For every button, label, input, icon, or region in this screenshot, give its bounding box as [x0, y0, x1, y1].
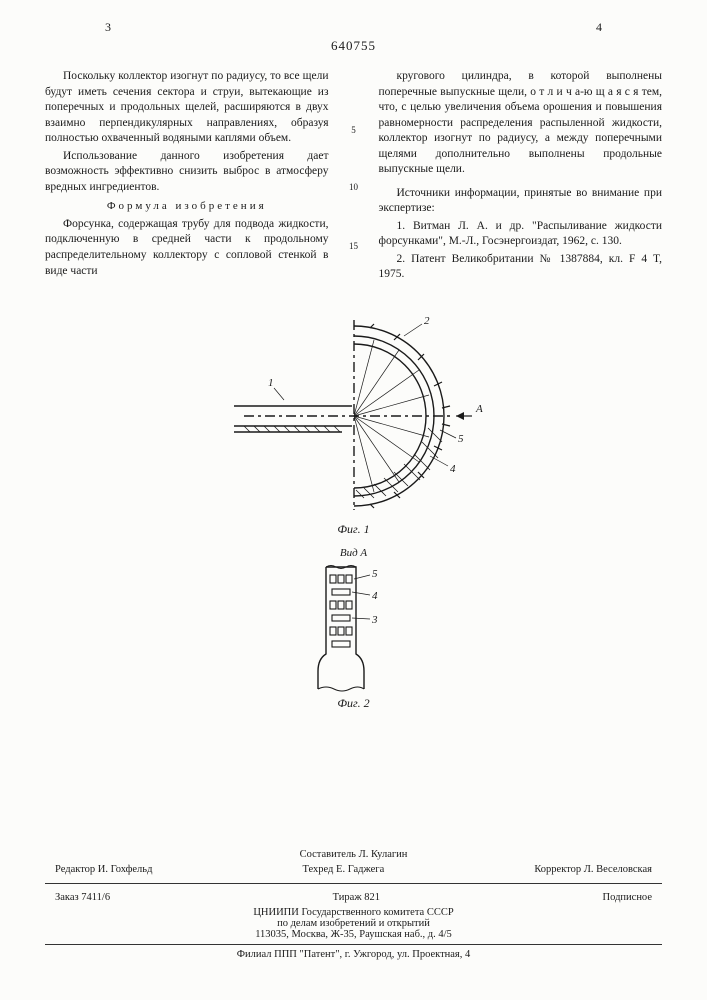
footer-address: 113035, Москва, Ж-35, Раушская наб., д. … [45, 929, 662, 940]
fig1-caption: Фиг. 1 [224, 522, 484, 537]
footer-order: Заказ 7411/6 [55, 892, 110, 903]
right-column: кругового цилиндра, в которой выполнены … [379, 69, 663, 285]
line-mark-5: 5 [351, 124, 356, 136]
left-para-1: Поскольку коллектор изогнут по радиусу, … [45, 69, 329, 147]
footer-composer: Составитель Л. Кулагин [45, 849, 662, 860]
footer-techred: Техред Е. Гаджега [303, 864, 385, 875]
left-para-2: Использование данного изобретения дает в… [45, 149, 329, 196]
line-number-gutter: 5 10 15 [347, 69, 361, 285]
footer-editor: Редактор И. Гохфельд [55, 864, 152, 875]
footer-tirazh: Тираж 821 [333, 892, 380, 903]
formula-title: Формула изобретения [45, 199, 329, 214]
fig2-top-caption: Вид А [304, 547, 404, 559]
left-para-3: Форсунка, содержащая трубу для подвода ж… [45, 217, 329, 279]
right-para-3: 1. Витман Л. А. и др. "Распыливание жидк… [379, 219, 663, 250]
fig1-label-A: А [475, 403, 483, 415]
left-column: Поскольку коллектор изогнут по радиусу, … [45, 69, 329, 285]
footer: Составитель Л. Кулагин Редактор И. Гохфе… [45, 849, 662, 960]
fig2-label-4: 4 [372, 590, 378, 602]
fig2-label-3: 3 [371, 614, 378, 626]
footer-filial: Филиал ППП "Патент", г. Ужгород, ул. Про… [45, 949, 662, 960]
fig2-caption: Фиг. 2 [304, 696, 404, 711]
page-right-num: 4 [596, 20, 602, 35]
line-mark-10: 10 [349, 181, 358, 193]
line-mark-15: 15 [349, 240, 358, 252]
document-number: 640755 [45, 38, 662, 54]
right-para-4: 2. Патент Великобритании № 1387884, кл. … [379, 252, 663, 283]
fig2-label-5: 5 [372, 568, 378, 580]
fig1-label-2: 2 [424, 315, 430, 327]
page-left-num: 3 [105, 20, 111, 35]
fig1-label-1: 1 [268, 377, 274, 389]
fig1-label-5: 5 [458, 433, 464, 445]
figure-2: Вид А [304, 545, 404, 711]
figure-1: 1 2 5 4 А Фиг. 1 [224, 310, 484, 537]
footer-podpisnoe: Подписное [603, 892, 652, 903]
fig1-label-4: 4 [450, 463, 456, 475]
footer-org1: ЦНИИПИ Государственного комитета СССР [45, 907, 662, 918]
right-para-1: кругового цилиндра, в которой выполнены … [379, 69, 663, 178]
footer-corrector: Корректор Л. Веселовская [534, 864, 652, 875]
footer-org2: по делам изобретений и открытий [45, 918, 662, 929]
right-para-2: Источники информации, принятые во вниман… [379, 186, 663, 217]
